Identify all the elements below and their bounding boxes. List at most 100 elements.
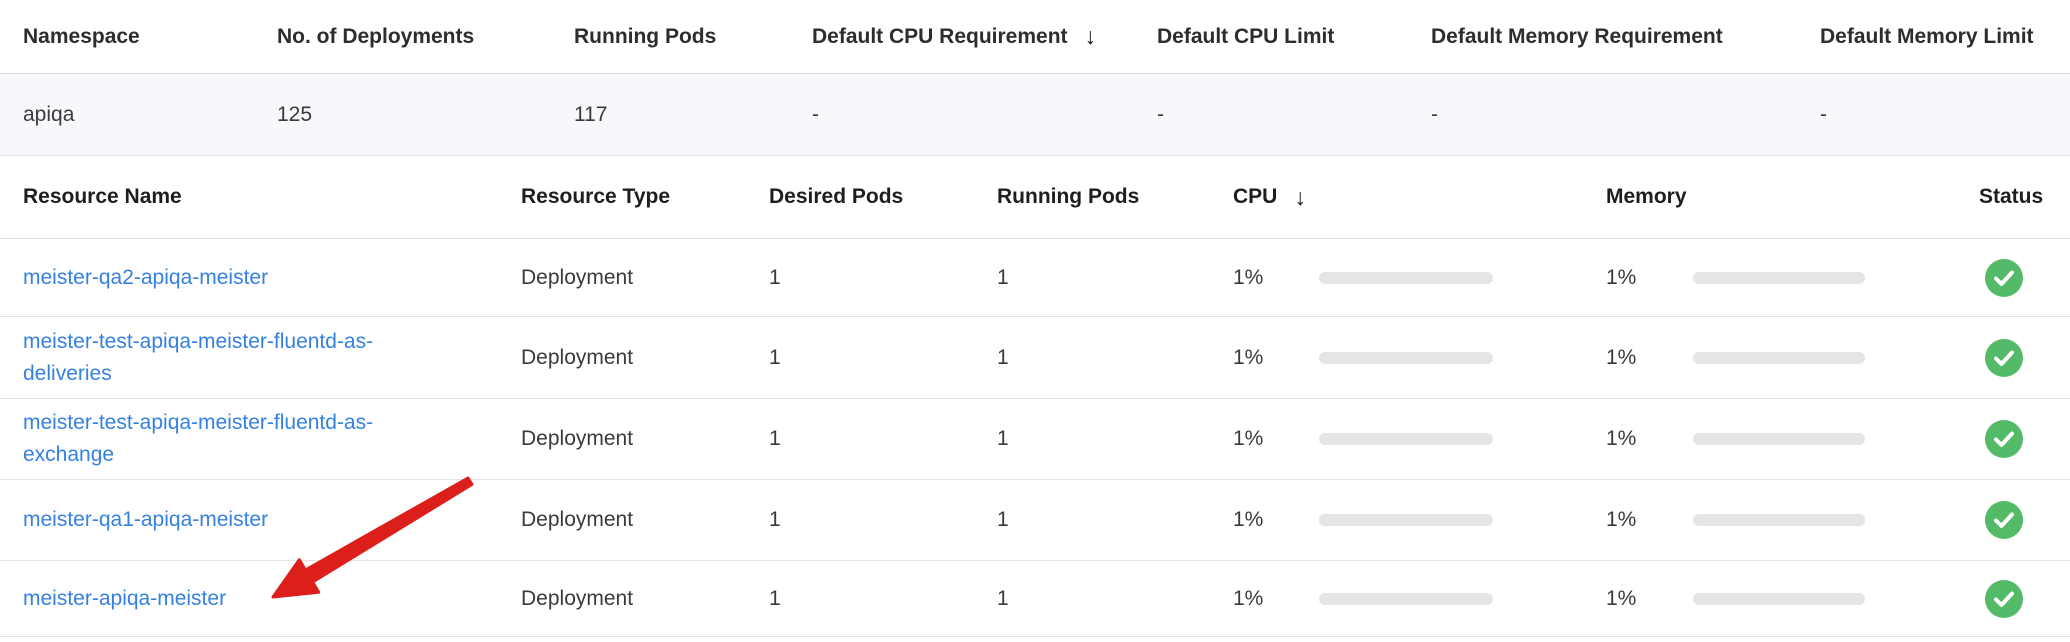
sort-descending-icon[interactable]: ↓: [1084, 23, 1097, 49]
cpu-cell: 1%: [1233, 346, 1606, 370]
status-healthy-icon: [1985, 338, 2023, 377]
default-cpu-limit-cell: -: [1157, 102, 1164, 126]
col-header-label: CPU: [1233, 185, 1278, 208]
cpu-progress-bar: [1319, 271, 1493, 284]
resource-type-cell: Deployment: [521, 427, 634, 450]
memory-cell: 1%: [1606, 587, 1979, 611]
memory-cell: 1%: [1606, 346, 1979, 370]
col-header-no-of-deployments[interactable]: No. of Deployments: [277, 25, 574, 49]
deployments-count-cell: 125: [277, 102, 313, 126]
col-header-label: Status: [1979, 185, 2044, 208]
default-cpu-requirement-cell: -: [812, 102, 819, 126]
col-header-resource-type[interactable]: Resource Type: [521, 185, 769, 209]
desired-pods-cell: 1: [769, 427, 781, 450]
col-header-label: No. of Deployments: [277, 24, 475, 48]
cpu-progress-bar: [1319, 351, 1493, 364]
namespace-row-apiqa[interactable]: apiqa 125 117 - - - -: [0, 73, 2070, 156]
col-header-cpu[interactable]: CPU ↓: [1233, 184, 1606, 211]
resource-name-link[interactable]: meister-qa1-apiqa-meister: [23, 508, 269, 531]
running-pods-count-cell: 117: [574, 102, 608, 126]
col-header-label: Default Memory Requirement: [1431, 24, 1723, 48]
running-pods-cell: 1: [997, 508, 1009, 531]
col-header-label: Default CPU Requirement: [812, 24, 1068, 48]
running-pods-cell: 1: [997, 427, 1009, 450]
col-header-resource-name[interactable]: Resource Name: [23, 185, 521, 209]
memory-progress-bar: [1693, 514, 1865, 526]
status-healthy-icon: [1985, 258, 2023, 297]
col-header-running-pods[interactable]: Running Pods: [574, 25, 812, 49]
status-cell: [1979, 338, 2070, 377]
resource-name-link[interactable]: meister-apiqa-meister: [23, 586, 227, 610]
status-cell: [1979, 579, 2070, 618]
table-row: meister-qa2-apiqa-meister Deployment 1 1…: [0, 239, 2070, 317]
default-memory-limit-cell: -: [1820, 102, 1827, 126]
cpu-percent: 1%: [1233, 265, 1264, 289]
namespace-summary-table: Namespace No. of Deployments Running Pod…: [0, 0, 2070, 156]
resource-type-cell: Deployment: [521, 265, 634, 289]
memory-cell: 1%: [1606, 508, 1979, 532]
table-row: meister-test-apiqa-meister-fluentd-as-ex…: [0, 399, 2070, 480]
memory-cell: 1%: [1606, 266, 1979, 290]
cpu-cell: 1%: [1233, 508, 1606, 532]
resources-table: Resource Name Resource Type Desired Pods…: [0, 156, 2070, 637]
desired-pods-cell: 1: [769, 586, 781, 610]
desired-pods-cell: 1: [769, 345, 781, 369]
cpu-percent: 1%: [1233, 586, 1264, 610]
memory-percent: 1%: [1606, 586, 1637, 610]
cpu-progress-bar: [1319, 433, 1493, 445]
status-cell: [1979, 420, 2070, 458]
sort-descending-icon[interactable]: ↓: [1294, 183, 1306, 210]
cpu-progress-bar: [1319, 514, 1493, 526]
resource-type-cell: Deployment: [521, 586, 634, 610]
col-header-label: Resource Name: [23, 185, 182, 208]
col-header-default-cpu-requirement[interactable]: Default CPU Requirement ↓: [812, 23, 1157, 50]
memory-percent: 1%: [1606, 265, 1637, 289]
col-header-running-pods[interactable]: Running Pods: [997, 185, 1233, 209]
col-header-label: Memory: [1606, 185, 1687, 208]
status-cell: [1979, 501, 2070, 539]
resource-name-link[interactable]: meister-test-apiqa-meister-fluentd-as-ex…: [23, 411, 374, 466]
cpu-percent: 1%: [1233, 345, 1264, 369]
cpu-percent: 1%: [1233, 508, 1264, 531]
status-healthy-icon: [1985, 501, 2023, 539]
col-header-desired-pods[interactable]: Desired Pods: [769, 185, 997, 209]
cpu-cell: 1%: [1233, 427, 1606, 451]
col-header-default-cpu-limit[interactable]: Default CPU Limit: [1157, 25, 1431, 49]
col-header-default-memory-limit[interactable]: Default Memory Limit: [1820, 25, 2070, 49]
col-header-status[interactable]: Status: [1979, 185, 2070, 209]
running-pods-cell: 1: [997, 265, 1009, 289]
resource-type-cell: Deployment: [521, 508, 634, 531]
memory-progress-bar: [1693, 271, 1865, 284]
running-pods-cell: 1: [997, 586, 1009, 610]
memory-percent: 1%: [1606, 427, 1637, 450]
status-healthy-icon: [1985, 420, 2023, 458]
table-row: meister-test-apiqa-meister-fluentd-as-de…: [0, 317, 2070, 399]
status-healthy-icon: [1985, 579, 2023, 618]
resource-name-link[interactable]: meister-test-apiqa-meister-fluentd-as-de…: [23, 329, 374, 385]
memory-percent: 1%: [1606, 345, 1637, 369]
col-header-label: Running Pods: [574, 24, 717, 48]
cpu-percent: 1%: [1233, 427, 1264, 450]
memory-progress-bar: [1693, 433, 1865, 445]
col-header-label: Namespace: [23, 24, 140, 48]
desired-pods-cell: 1: [769, 508, 781, 531]
default-memory-requirement-cell: -: [1431, 102, 1438, 126]
col-header-label: Default Memory Limit: [1820, 24, 2034, 48]
status-cell: [1979, 258, 2070, 297]
col-header-default-memory-requirement[interactable]: Default Memory Requirement: [1431, 25, 1820, 49]
cpu-cell: 1%: [1233, 587, 1606, 611]
table-row: meister-apiqa-meister Deployment 1 1 1% …: [0, 561, 2070, 637]
resource-type-cell: Deployment: [521, 345, 634, 369]
namespace-cell: apiqa: [23, 102, 75, 126]
col-header-label: Running Pods: [997, 185, 1140, 208]
cpu-progress-bar: [1319, 592, 1493, 605]
running-pods-cell: 1: [997, 345, 1009, 369]
resources-header-row: Resource Name Resource Type Desired Pods…: [0, 156, 2070, 239]
desired-pods-cell: 1: [769, 265, 781, 289]
col-header-label: Resource Type: [521, 185, 670, 208]
col-header-label: Default CPU Limit: [1157, 24, 1335, 48]
col-header-namespace[interactable]: Namespace: [23, 25, 277, 49]
col-header-memory[interactable]: Memory: [1606, 185, 1979, 209]
namespace-summary-header-row: Namespace No. of Deployments Running Pod…: [0, 0, 2070, 73]
resource-name-link[interactable]: meister-qa2-apiqa-meister: [23, 265, 269, 289]
